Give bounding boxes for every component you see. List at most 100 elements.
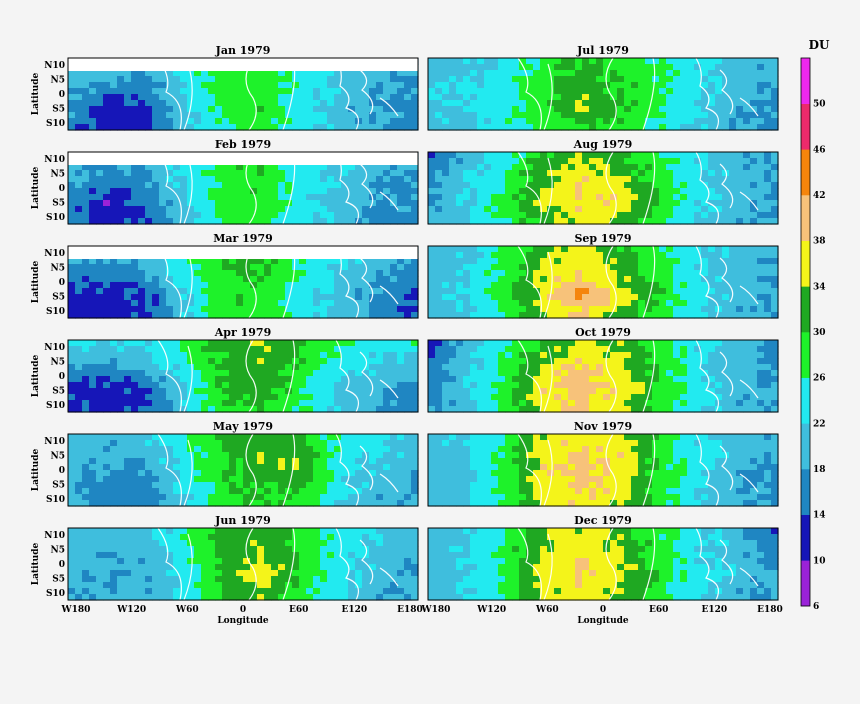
heatmap-cell bbox=[215, 312, 223, 319]
heatmap-cell bbox=[435, 170, 443, 177]
heatmap-cell bbox=[131, 264, 139, 271]
heatmap-cell bbox=[383, 346, 391, 353]
heatmap-cell bbox=[222, 312, 230, 319]
heatmap-cell bbox=[166, 94, 174, 101]
heatmap-cell bbox=[404, 570, 412, 577]
heatmap-cell bbox=[397, 394, 405, 401]
heatmap-cell bbox=[229, 176, 237, 183]
heatmap-cell bbox=[138, 464, 146, 471]
heatmap-cell bbox=[708, 200, 716, 207]
heatmap-cell bbox=[75, 306, 83, 313]
heatmap-cell bbox=[449, 124, 457, 131]
heatmap-cell bbox=[173, 112, 181, 119]
heatmap-cell bbox=[568, 252, 576, 259]
heatmap-cell bbox=[145, 370, 153, 377]
heatmap-cell bbox=[250, 188, 258, 195]
heatmap-cell bbox=[306, 76, 314, 83]
heatmap-cell bbox=[596, 206, 604, 213]
coastline-asia bbox=[335, 527, 399, 601]
heatmap-cell bbox=[166, 218, 174, 225]
heatmap-cell bbox=[362, 124, 370, 131]
heatmap-cell bbox=[264, 376, 272, 383]
heatmap-cell bbox=[89, 176, 97, 183]
heatmap-cell bbox=[589, 64, 597, 71]
heatmap-cell bbox=[596, 212, 604, 219]
heatmap-cell bbox=[250, 488, 258, 495]
heatmap-cell bbox=[271, 182, 279, 189]
heatmap-cell bbox=[194, 594, 202, 601]
heatmap-cell bbox=[194, 488, 202, 495]
heatmap-cell bbox=[306, 458, 314, 465]
heatmap-cell bbox=[299, 112, 307, 119]
heatmap-cell bbox=[82, 452, 90, 459]
heatmap-cell bbox=[687, 194, 695, 201]
heatmap-cell bbox=[187, 306, 195, 313]
heatmap-cell bbox=[271, 188, 279, 195]
heatmap-cell bbox=[376, 534, 384, 541]
heatmap-cell bbox=[138, 70, 146, 77]
heatmap-cell bbox=[103, 88, 111, 95]
heatmap-cell bbox=[334, 288, 342, 295]
heatmap-cell bbox=[568, 88, 576, 95]
heatmap-cell bbox=[75, 534, 83, 541]
heatmap-cell bbox=[89, 106, 97, 113]
heatmap-cell bbox=[362, 382, 370, 389]
heatmap-cell bbox=[680, 112, 688, 119]
heatmap-cell bbox=[222, 82, 230, 89]
heatmap-cell bbox=[743, 58, 751, 65]
heatmap-cell bbox=[215, 270, 223, 277]
heatmap-cell bbox=[320, 306, 328, 313]
heatmap-cell bbox=[341, 406, 349, 413]
heatmap-cell bbox=[75, 364, 83, 371]
heatmap-cell bbox=[512, 124, 520, 131]
heatmap-cell bbox=[124, 112, 132, 119]
heatmap-cell bbox=[138, 112, 146, 119]
heatmap-cell bbox=[117, 270, 125, 277]
heatmap-cell bbox=[383, 406, 391, 413]
heatmap-cell bbox=[264, 164, 272, 171]
heatmap-cell bbox=[624, 76, 632, 83]
heatmap-cell bbox=[757, 176, 765, 183]
heatmap-cell bbox=[222, 452, 230, 459]
heatmap-cell bbox=[411, 118, 419, 125]
heatmap-cell bbox=[547, 88, 555, 95]
heatmap-cell bbox=[250, 194, 258, 201]
heatmap-cell bbox=[617, 218, 625, 225]
heatmap-cell bbox=[722, 70, 730, 77]
heatmap-cell bbox=[103, 124, 111, 131]
heatmap-cell bbox=[124, 200, 132, 207]
heatmap-cell bbox=[229, 340, 237, 347]
heatmap-cell bbox=[222, 406, 230, 413]
heatmap-cell bbox=[68, 558, 76, 565]
heatmap-cell bbox=[743, 252, 751, 259]
heatmap-cell bbox=[491, 200, 499, 207]
heatmap-cell bbox=[222, 476, 230, 483]
heatmap-cell bbox=[708, 218, 716, 225]
y-axis-label: Latitude bbox=[31, 543, 41, 586]
heatmap-cell bbox=[75, 470, 83, 477]
heatmap-cell bbox=[320, 370, 328, 377]
heatmap-cell bbox=[327, 218, 335, 225]
heatmap-cell bbox=[180, 458, 188, 465]
heatmap-cell bbox=[729, 112, 737, 119]
heatmap-cell bbox=[173, 124, 181, 131]
y-axis-label: Latitude bbox=[31, 73, 41, 116]
heatmap-cell bbox=[159, 194, 167, 201]
heatmap-cell bbox=[159, 182, 167, 189]
heatmap-cell bbox=[103, 470, 111, 477]
heatmap-cell bbox=[117, 528, 125, 535]
heatmap-cell bbox=[313, 212, 321, 219]
heatmap-cell bbox=[117, 570, 125, 577]
heatmap-cell bbox=[750, 194, 758, 201]
heatmap-cell bbox=[617, 170, 625, 177]
heatmap-cell bbox=[131, 124, 139, 131]
heatmap-cell bbox=[187, 282, 195, 289]
heatmap-cell bbox=[680, 58, 688, 65]
heatmap-cell bbox=[491, 124, 499, 131]
heatmap-cell bbox=[68, 346, 76, 353]
heatmap-cell bbox=[390, 276, 398, 283]
heatmap-cell bbox=[166, 352, 174, 359]
heatmap-cell bbox=[449, 118, 457, 125]
heatmap-cell bbox=[376, 588, 384, 595]
heatmap-cell bbox=[313, 358, 321, 365]
